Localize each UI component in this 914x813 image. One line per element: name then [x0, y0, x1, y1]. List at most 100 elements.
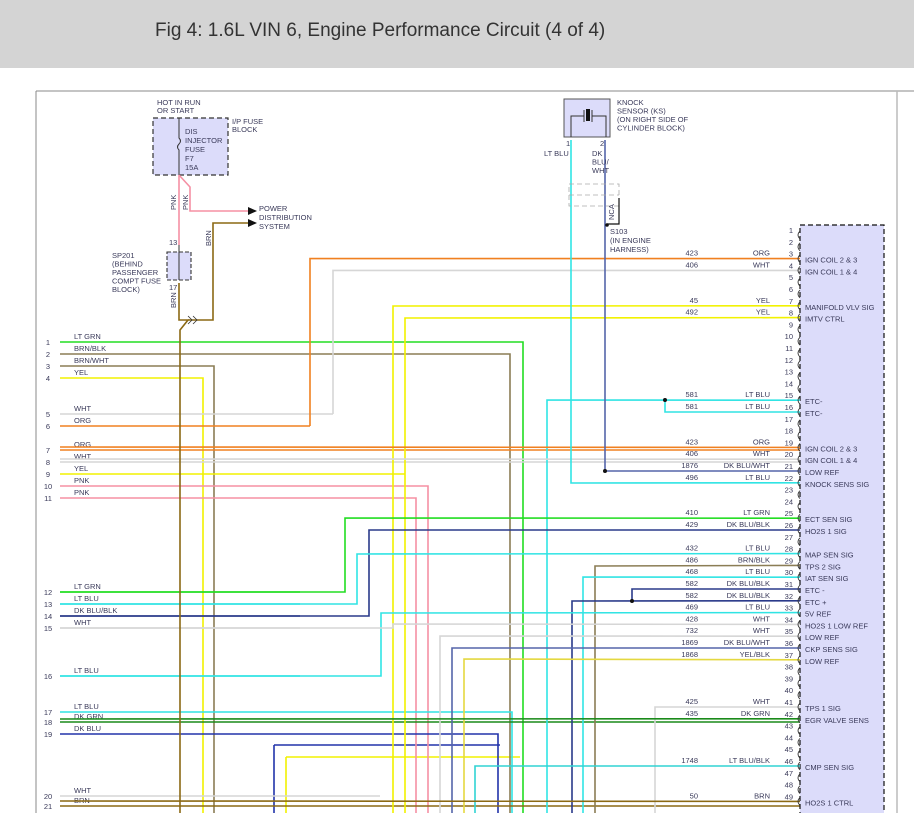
pin-terminal-icon — [797, 325, 801, 334]
wire-left-10 — [60, 485, 429, 813]
pin-terminal-icon — [797, 490, 801, 499]
pin-function: ETC- — [805, 397, 823, 406]
right-wire-color: WHT — [753, 614, 770, 623]
left-pin-number: 17 — [44, 708, 52, 717]
right-pin-number: 42 — [785, 710, 793, 719]
right-wire-color: DK BLU/WHT — [724, 638, 771, 647]
right-pin-number: 8 — [789, 309, 793, 318]
pin-terminal-icon — [797, 502, 801, 511]
right-pin-number: 20 — [785, 450, 793, 459]
splice-dot — [603, 469, 607, 473]
right-pin-number: 35 — [785, 627, 793, 636]
pin-function: IGN COIL 2 & 3 — [805, 256, 857, 265]
title-bar: Fig 4: 1.6L VIN 6, Engine Performance Ci… — [0, 0, 914, 68]
left-wire-color: ORG — [74, 440, 91, 449]
left-wire-color: YEL — [74, 368, 88, 377]
left-pin-number: 14 — [44, 612, 52, 621]
wire-pin-30 — [582, 576, 801, 813]
wire-pin-35 — [439, 635, 801, 813]
circuit-number: 50 — [690, 791, 698, 800]
right-pin-number: 48 — [785, 781, 793, 790]
right-wire-color: WHT — [753, 626, 770, 635]
pin-function: 5V REF — [805, 610, 832, 619]
pin-function: ETC - — [805, 586, 825, 595]
knock-pin-2: 2 — [600, 139, 604, 148]
wire-pnk-power — [178, 174, 248, 212]
left-pin-number: 1 — [46, 338, 50, 347]
pin-terminal-icon — [797, 230, 801, 240]
wire-left-2 — [60, 353, 511, 813]
pin-terminal-icon — [797, 348, 801, 358]
pin-function: HO2S 1 CTRL — [805, 798, 853, 807]
sp201-label: (BEHIND — [112, 260, 143, 269]
right-pin-number: 27 — [785, 533, 793, 542]
right-pin-number: 28 — [785, 545, 793, 554]
pin-terminal-icon — [797, 431, 801, 440]
wire-brn-ground — [178, 283, 190, 813]
pin-function: IAT SEN SIG — [805, 574, 849, 583]
left-pin-number: 6 — [46, 422, 50, 431]
circuit-number: 1876 — [681, 461, 698, 470]
fuse-label: FUSE — [185, 145, 205, 154]
power-distribution-label: POWER — [259, 204, 288, 213]
arrow-icon — [248, 207, 257, 215]
right-wire-color: LT GRN — [743, 508, 770, 517]
pin-function: CKP SENS SIG — [805, 645, 858, 654]
pin-function: IGN COIL 1 & 4 — [805, 456, 857, 465]
power-distribution-label: SYSTEM — [259, 222, 290, 231]
right-pin-number: 44 — [785, 733, 793, 742]
pin-terminal-icon — [797, 584, 801, 594]
left-wire-color: PNK — [74, 488, 89, 497]
right-pin-number: 2 — [789, 238, 793, 247]
right-pin-number: 23 — [785, 486, 793, 495]
pin-terminal-icon — [797, 313, 801, 322]
circuit-number: 496 — [685, 473, 698, 482]
right-pin-number: 30 — [785, 568, 793, 577]
right-pin-number: 41 — [785, 698, 793, 707]
right-wire-color: WHT — [753, 697, 770, 706]
left-wire-color: LT GRN — [74, 582, 101, 591]
wire-left-19 — [60, 733, 499, 813]
pin-terminal-icon — [797, 572, 801, 582]
ip-fuse-block — [152, 117, 229, 176]
pin-terminal-icon — [797, 443, 801, 452]
right-wire-color: DK GRN — [741, 709, 770, 718]
fuse-label: INJECTOR — [185, 136, 223, 145]
right-pin-number: 45 — [785, 745, 793, 754]
right-wire-color: WHT — [753, 449, 770, 458]
right-wire-color: WHT — [753, 260, 770, 269]
left-pin-number: 7 — [46, 446, 50, 455]
right-pin-number: 13 — [785, 368, 793, 377]
pin-function: EGR VALVE SENS — [805, 716, 869, 725]
wire-pin-32 — [571, 599, 801, 813]
pin-terminal-icon — [797, 360, 801, 370]
wire-label-brn: BRN — [204, 230, 213, 246]
right-wire-color: LT BLU — [745, 390, 770, 399]
wire-pin-3 — [309, 257, 800, 426]
left-pin-number: 21 — [44, 802, 52, 811]
right-pin-number: 4 — [789, 261, 793, 270]
wire-pin-26 — [60, 529, 800, 617]
pin-terminal-icon — [797, 395, 801, 405]
wire-pin-36 — [451, 647, 800, 813]
pin-function: ETC- — [805, 409, 823, 418]
right-wire-color: LT BLU — [745, 473, 770, 482]
left-pin-number: 2 — [46, 350, 50, 359]
right-wire-color: DK BLU/BLK — [727, 520, 770, 529]
pin-terminal-icon — [797, 419, 801, 429]
left-pin-number: 20 — [44, 792, 52, 801]
circuit-number: 45 — [690, 296, 698, 305]
pin-terminal-icon — [797, 513, 801, 523]
wire-pin-8 — [404, 316, 801, 813]
fuse-label: DIS — [185, 127, 198, 136]
left-pin-number: 4 — [46, 374, 50, 383]
nca-label: NCA — [607, 204, 616, 220]
pin-terminal-icon — [797, 773, 801, 783]
right-pin-number: 1 — [789, 226, 793, 235]
pin-terminal-icon — [797, 549, 801, 558]
right-wire-color: ORG — [753, 437, 770, 446]
right-pin-number: 25 — [785, 509, 793, 518]
circuit-number: 432 — [685, 544, 698, 553]
right-pin-number: 7 — [789, 297, 793, 306]
